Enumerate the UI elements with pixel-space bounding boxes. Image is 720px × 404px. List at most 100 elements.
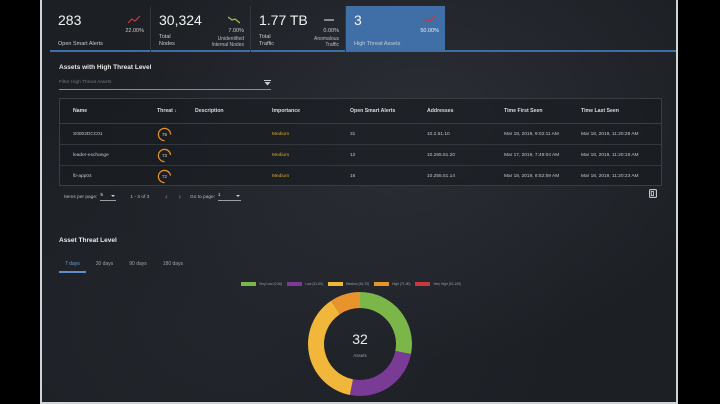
kpi-sublabel: Unidentified Internal Nodes — [211, 36, 244, 48]
table-row[interactable]: lb-app04 72 Medium 16 10.255.51.14 Mar 1… — [60, 166, 661, 187]
legend-item[interactable]: Very Low (0-30) — [241, 282, 282, 286]
legend-item[interactable]: Medium (51-70) — [327, 282, 370, 286]
threat-cell: 73 — [157, 148, 195, 163]
kpi-pct: 0.00% — [323, 28, 339, 34]
items-per-page-select[interactable]: 5 — [100, 193, 117, 201]
donut-segment[interactable] — [308, 300, 353, 396]
legend-item[interactable]: High (71-90) — [374, 282, 410, 286]
tab-7-days[interactable]: 7 days — [59, 258, 86, 273]
threat-ring-icon — [157, 169, 172, 184]
kpi-sublabel: Anomalous Traffic — [313, 36, 339, 48]
threat-gauge: 72 — [157, 169, 172, 184]
kpi-label: High Threat Assets — [354, 41, 401, 47]
filter-placeholder: Filter High Threat Assets — [59, 80, 112, 85]
legend-label: Very High (91-100) — [433, 282, 462, 286]
col-addresses[interactable]: Addresses — [427, 108, 454, 114]
tab-30-days[interactable]: 30 days — [95, 261, 114, 267]
kpi-label: Total Traffic — [259, 34, 274, 47]
kpi-value: 3 — [354, 12, 362, 28]
export-icon[interactable] — [649, 189, 657, 198]
asset-alerts: 12 — [350, 152, 356, 158]
asset-name[interactable]: leader-exchange — [73, 152, 109, 158]
trend-flat-icon — [324, 19, 334, 21]
kpi-label: Open Smart Alerts — [58, 41, 103, 47]
chevron-down-icon — [111, 194, 116, 197]
legend-swatch — [327, 282, 343, 286]
items-per-page-label: Items per page: — [64, 194, 98, 200]
donut-center: 32 Assets — [306, 290, 414, 398]
asset-alerts: 16 — [350, 174, 356, 179]
col-threat[interactable]: Threat ↓ — [157, 108, 177, 114]
legend-label: High (71-90) — [392, 282, 411, 286]
asset-importance: Medium — [272, 131, 290, 137]
legend-swatch — [415, 282, 431, 286]
kpi-high-threat-assets[interactable]: 3 50.00% High Threat Assets — [346, 6, 445, 52]
asset-first-seen: Mar 18, 2019, 8:52:59 AM — [504, 174, 560, 179]
donut-segment[interactable] — [360, 292, 412, 355]
tab-180-days[interactable]: 180 days — [162, 261, 184, 267]
legend-swatch — [287, 282, 303, 286]
chevron-down-icon — [236, 194, 241, 197]
donut-segment[interactable] — [331, 292, 360, 315]
asset-name[interactable]: S0002DCC01 — [73, 131, 103, 137]
asset-last-seen: Mar 18, 2019, 11:20:23 AM — [581, 174, 639, 179]
threat-score: 73 — [161, 152, 167, 158]
legend-item[interactable]: Very High (91-100) — [415, 282, 461, 286]
threat-donut-chart[interactable] — [306, 290, 414, 398]
section-title-threat-level: Asset Threat Level — [59, 237, 117, 244]
items-per-page-value: 5 — [100, 193, 104, 198]
go-to-page-select[interactable]: 1 — [218, 193, 242, 201]
asset-first-seen: Mar 18, 2019, 9:02:11 AM — [504, 131, 559, 137]
threat-gauge: 73 — [157, 148, 172, 163]
legend-swatch — [241, 282, 256, 286]
legend-item[interactable]: Low (31-50) — [287, 282, 323, 286]
kpi-pct: 7.00% — [228, 28, 244, 34]
kpi-value: 1.77 TB — [259, 12, 308, 28]
trend-down-icon — [228, 16, 240, 24]
legend-label: Medium (51-70) — [345, 282, 370, 286]
kpi-value: 283 — [58, 12, 82, 28]
asset-address: 10.2.51.10 — [427, 131, 450, 137]
trend-up-icon — [423, 16, 435, 24]
filter-icon[interactable] — [264, 80, 271, 86]
chevron-left-icon[interactable]: ‹ — [165, 193, 168, 201]
pagination: Items per page: 5 1 - 3 of 3 ‹ › Go to p… — [64, 193, 242, 201]
table-row[interactable]: leader-exchange 73 Medium 12 10.255.51.2… — [60, 145, 661, 166]
legend-label: Low (31-50) — [305, 282, 323, 286]
tab-90-days[interactable]: 90 days — [129, 261, 147, 267]
donut-total-label: Assets — [353, 352, 367, 358]
kpi-pct: 50.00% — [420, 28, 439, 34]
asset-first-seen: Mar 17, 2019, 7:49:04 AM — [504, 152, 560, 158]
kpi-open-smart-alerts[interactable]: 283 22.00% Open Smart Alerts — [50, 6, 151, 52]
chevron-right-icon[interactable]: › — [178, 193, 181, 201]
filter-input[interactable]: Filter High Threat Assets — [59, 80, 271, 90]
col-time-last-seen[interactable]: Time Last Seen — [581, 108, 619, 114]
asset-address: 10.255.51.20 — [427, 152, 456, 158]
threat-ring-icon — [157, 148, 172, 162]
col-name[interactable]: Name — [73, 108, 88, 114]
asset-name[interactable]: lb-app04 — [73, 174, 92, 179]
col-time-first-seen[interactable]: Time First Seen — [504, 108, 543, 114]
go-to-page-label: Go to page: — [189, 194, 216, 200]
donut-total: 32 — [352, 330, 368, 347]
dashboard-frame: 283 22.00% Open Smart Alerts 30,324 7.00… — [40, 0, 678, 404]
threat-ring-icon — [157, 127, 172, 141]
col-description[interactable]: Description — [195, 108, 224, 114]
asset-last-seen: Mar 18, 2019, 11:20:19 AM — [581, 152, 639, 158]
kpi-label: Total Nodes — [159, 34, 175, 47]
kpi-total-nodes[interactable]: 30,324 7.00% Total Nodes Unidentified In… — [151, 6, 251, 52]
assets-table: Name Threat ↓ Description Importance Ope… — [59, 98, 662, 186]
table-header: Name Threat ↓ Description Importance Ope… — [60, 99, 661, 124]
col-open-smart-alerts[interactable]: Open Smart Alerts — [350, 108, 396, 114]
trend-up-icon — [128, 16, 140, 24]
page-range: 1 - 3 of 3 — [130, 194, 150, 200]
col-importance[interactable]: Importance — [272, 108, 300, 114]
legend-label: Very Low (0-30) — [259, 282, 283, 286]
asset-alerts: 31 — [350, 131, 356, 137]
chart-legend: Very Low (0-30) Low (31-50) Medium (51-7… — [241, 282, 466, 286]
asset-last-seen: Mar 18, 2019, 11:20:28 AM — [581, 131, 639, 137]
time-range-tabs: 7 days 30 days 90 days 180 days — [59, 258, 193, 273]
table-row[interactable]: S0002DCC01 75 Medium 31 10.2.51.10 Mar 1… — [60, 124, 661, 145]
kpi-total-traffic[interactable]: 1.77 TB 0.00% Total Traffic Anomalous Tr… — [251, 6, 346, 52]
donut-segment[interactable] — [349, 351, 412, 396]
